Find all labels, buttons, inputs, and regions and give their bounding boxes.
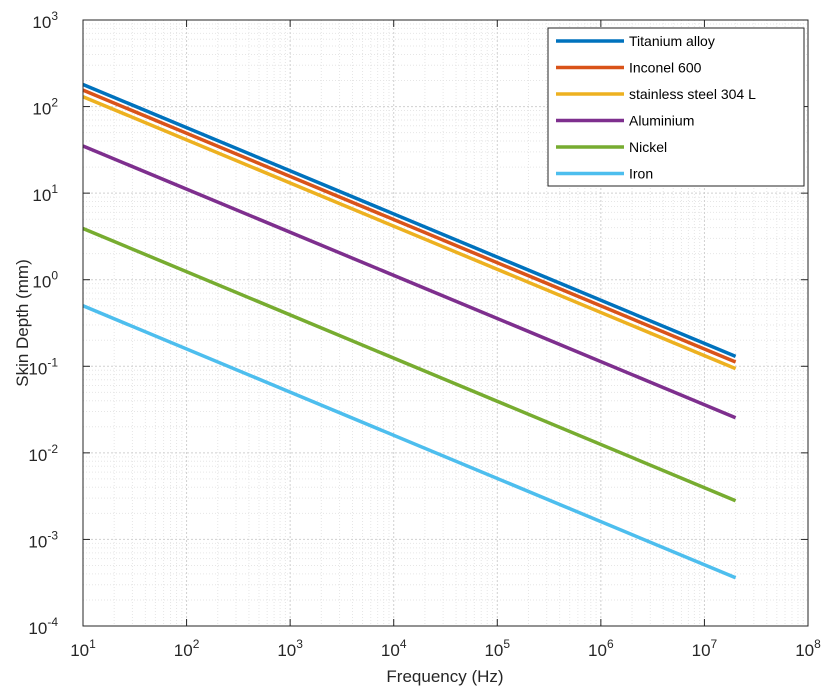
series-line-1 — [82, 88, 737, 364]
legend-box — [547, 27, 805, 187]
x-tick-labels: 101 102 103 104 105 106 107 108 — [70, 637, 821, 660]
legend: Titanium alloy Inconel 600 stainless steel… — [547, 27, 805, 187]
x-tick-label: 108 — [795, 637, 821, 660]
y-tick-label: 102 — [32, 96, 58, 119]
series-line-0 — [82, 82, 737, 359]
y-tick-label: 100 — [32, 269, 58, 292]
x-tick-label: 105 — [484, 637, 510, 660]
y-tick-labels: 10-4 10-3 10-2 10-1 100 101 102 103 — [28, 9, 58, 638]
y-tick-label: 10-2 — [28, 442, 58, 465]
x-tick-label: 106 — [588, 637, 614, 660]
x-tick-label: 104 — [381, 637, 407, 660]
legend-label-1: Inconel 600 — [629, 60, 702, 76]
x-tick-label: 107 — [692, 637, 718, 660]
series-lines — [82, 82, 737, 580]
axis-ticks — [82, 19, 809, 627]
x-tick-label: 101 — [70, 637, 96, 660]
legend-label-4: Nickel — [629, 139, 667, 155]
legend-label-0: Titanium alloy — [629, 33, 715, 49]
x-tick-label: 102 — [174, 637, 200, 660]
series-line-4 — [82, 226, 737, 503]
minor-grid — [83, 20, 808, 626]
y-tick-label: 10-3 — [28, 528, 58, 551]
series-line-5 — [82, 304, 737, 580]
series-line-2 — [82, 95, 737, 371]
plot-area-frame — [82, 19, 809, 627]
y-tick-label: 10-1 — [28, 355, 58, 378]
legend-label-2: stainless steel 304 L — [629, 86, 756, 102]
y-tick-label: 101 — [32, 182, 58, 205]
y-tick-label: 10-4 — [28, 615, 58, 638]
x-tick-label: 103 — [277, 637, 303, 660]
y-tick-label: 103 — [32, 9, 58, 32]
legend-label-3: Aluminium — [629, 113, 694, 129]
x-axis-label: Frequency (Hz) — [386, 667, 503, 686]
series-line-3 — [82, 144, 737, 420]
legend-label-5: Iron — [629, 166, 653, 182]
y-axis-label: Skin Depth (mm) — [13, 259, 32, 387]
